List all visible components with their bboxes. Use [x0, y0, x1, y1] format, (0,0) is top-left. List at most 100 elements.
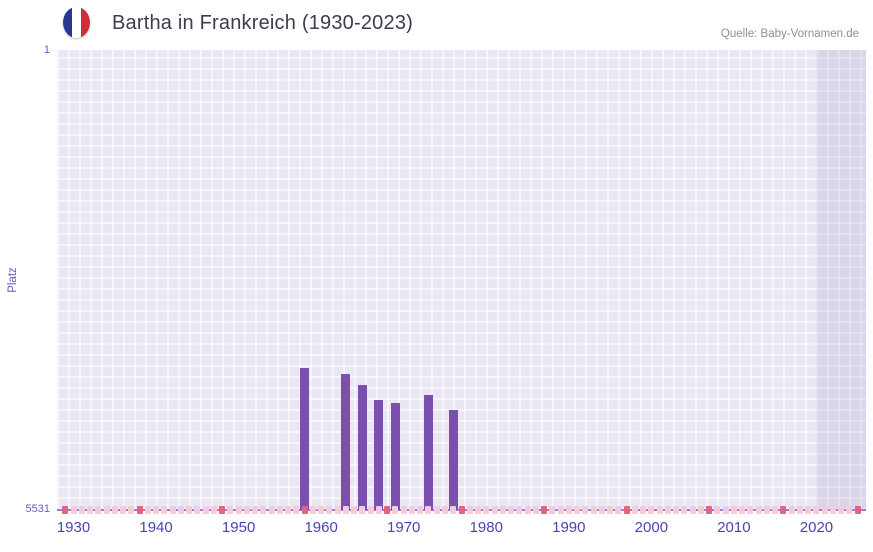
- timeline-year-marker: [120, 506, 127, 514]
- france-flag-icon: [63, 7, 90, 38]
- timeline-year-marker: [87, 506, 94, 514]
- timeline-year-marker: [838, 506, 845, 514]
- recent-years-band: [816, 50, 866, 510]
- timeline-year-marker: [194, 506, 201, 514]
- y-axis-top-label: 1: [43, 44, 50, 56]
- timeline-year-marker: [153, 506, 160, 514]
- x-tick-label: 2010: [717, 519, 751, 536]
- timeline-year-marker: [441, 506, 448, 514]
- timeline-year-marker: [582, 506, 589, 514]
- timeline-year-marker: [780, 506, 787, 514]
- timeline-year-marker: [821, 506, 828, 514]
- timeline-year-marker: [615, 506, 622, 514]
- timeline-year-marker: [549, 506, 556, 514]
- timeline-year-marker: [607, 506, 614, 514]
- rank-bar[interactable]: [390, 402, 400, 510]
- rank-bar[interactable]: [300, 367, 310, 510]
- x-tick-label: 2000: [634, 519, 669, 536]
- timeline-year-marker: [260, 506, 267, 514]
- x-tick-label: 1980: [469, 519, 503, 536]
- chart-header: Bartha in Frankreich (1930-2023) Quelle:…: [0, 0, 873, 46]
- timeline-year-marker: [62, 506, 69, 514]
- rank-bar[interactable]: [374, 400, 384, 510]
- x-tick-label: 1930: [56, 519, 91, 536]
- timeline-year-marker: [722, 506, 729, 514]
- timeline-year-marker: [342, 506, 349, 514]
- timeline-year-marker: [532, 506, 539, 514]
- timeline-year-marker: [136, 506, 143, 514]
- x-tick-label: 1960: [304, 519, 338, 536]
- timeline-year-marker: [648, 506, 655, 514]
- timeline-year-marker: [714, 506, 721, 514]
- timeline-year-marker: [640, 506, 647, 514]
- timeline-year-marker: [524, 506, 531, 514]
- timeline-year-marker: [144, 506, 151, 514]
- rank-bar[interactable]: [341, 374, 351, 510]
- timeline-year-marker: [846, 506, 853, 514]
- timeline-year-marker: [70, 506, 77, 514]
- timeline-year-marker: [689, 506, 696, 514]
- timeline-year-marker: [458, 506, 465, 514]
- timeline-year-marker: [235, 506, 242, 514]
- timeline-year-marker: [367, 506, 374, 514]
- timeline-year-marker: [450, 506, 457, 514]
- timeline-year-marker: [557, 506, 564, 514]
- timeline-year-marker: [541, 506, 548, 514]
- timeline-year-marker: [103, 506, 110, 514]
- timeline-year-marker: [243, 506, 250, 514]
- y-axis-bottom-label: 5531: [25, 503, 50, 515]
- timeline-year-marker: [706, 506, 713, 514]
- timeline-year-marker: [161, 506, 168, 514]
- timeline-year-marker: [730, 506, 737, 514]
- timeline-year-marker: [697, 506, 704, 514]
- timeline-year-marker: [805, 506, 812, 514]
- timeline-year-marker: [623, 506, 630, 514]
- timeline-year-marker: [565, 506, 572, 514]
- timeline-year-marker: [293, 506, 300, 514]
- timeline-year-marker: [285, 506, 292, 514]
- timeline-year-marker: [516, 506, 523, 514]
- timeline-year-marker: [763, 506, 770, 514]
- timeline-year-marker: [574, 506, 581, 514]
- x-tick-label: 2020: [799, 519, 834, 536]
- timeline-year-marker: [408, 506, 415, 514]
- timeline-year-marker: [375, 506, 382, 514]
- timeline-year-marker: [128, 506, 135, 514]
- timeline-year-marker: [202, 506, 209, 514]
- timeline-year-marker: [656, 506, 663, 514]
- plot-area: [57, 50, 866, 514]
- timeline-year-marker: [598, 506, 605, 514]
- x-tick-label: 1950: [221, 519, 256, 536]
- timeline-year-marker: [268, 506, 275, 514]
- timeline-year-marker: [326, 506, 333, 514]
- source-credit: Quelle: Baby-Vornamen.de: [720, 28, 859, 40]
- timeline-year-marker: [169, 506, 176, 514]
- rank-bar[interactable]: [448, 410, 458, 510]
- timeline-year-marker: [747, 506, 754, 514]
- y-axis-title-area: Platz: [0, 50, 26, 510]
- timeline-year-marker: [400, 506, 407, 514]
- timeline-year-marker: [854, 506, 861, 514]
- rank-bar[interactable]: [357, 385, 367, 510]
- timeline-year-marker: [664, 506, 671, 514]
- x-tick-label: 1940: [139, 519, 173, 536]
- timeline-year-marker: [739, 506, 746, 514]
- timeline-year-marker: [384, 506, 391, 514]
- rank-bar[interactable]: [423, 395, 433, 510]
- timeline-year-marker: [829, 506, 836, 514]
- timeline-year-marker: [491, 506, 498, 514]
- chart-title: Bartha in Frankreich (1930-2023): [112, 12, 413, 34]
- timeline-year-marker: [772, 506, 779, 514]
- timeline-year-marker: [219, 506, 226, 514]
- timeline-year-marker: [681, 506, 688, 514]
- timeline-year-marker: [788, 506, 795, 514]
- timeline-year-marker: [334, 506, 341, 514]
- timeline-year-marker: [78, 506, 85, 514]
- timeline-year-marker: [252, 506, 259, 514]
- timeline-year-marker: [483, 506, 490, 514]
- timeline-year-marker: [309, 506, 316, 514]
- timeline-year-marker: [499, 506, 506, 514]
- timeline-year-marker: [796, 506, 803, 514]
- timeline-year-marker: [276, 506, 283, 514]
- timeline-year-marker: [318, 506, 325, 514]
